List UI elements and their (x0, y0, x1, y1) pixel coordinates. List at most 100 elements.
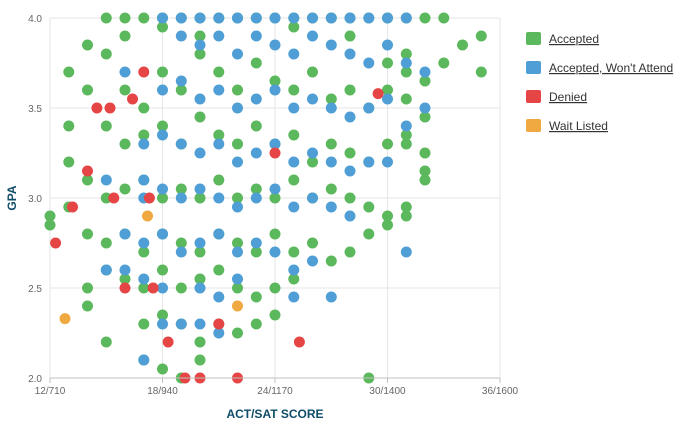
point-series-1-44 (157, 129, 168, 141)
point-series-0-107 (82, 282, 93, 294)
point-series-1-84 (194, 282, 206, 294)
point-series-0-71 (119, 183, 131, 195)
point-series-0-55 (213, 129, 225, 141)
point-series-0-65 (400, 129, 412, 141)
point-series-1-13 (400, 12, 412, 24)
point-series-1-54 (344, 165, 356, 177)
point-series-1-88 (325, 291, 337, 303)
point-series-0-42 (307, 66, 318, 78)
point-series-0-130 (157, 363, 168, 375)
point-series-0-26 (457, 39, 468, 51)
point-series-1-87 (288, 291, 300, 303)
point-series-0-78 (250, 183, 262, 195)
point-series-1-27 (419, 66, 431, 78)
point-series-0-46 (382, 84, 393, 96)
point-series-1-83 (157, 282, 168, 294)
point-series-0-139 (400, 138, 412, 150)
point-series-0-21 (157, 21, 168, 33)
point-series-0-99 (250, 246, 262, 258)
point-series-1-1 (175, 12, 187, 24)
point-series-1-55 (363, 156, 375, 168)
point-series-2-3 (91, 102, 103, 114)
point-series-1-53 (325, 156, 337, 168)
point-series-0-86 (400, 201, 412, 213)
point-series-1-92 (213, 327, 225, 339)
point-series-0-75 (194, 192, 206, 204)
point-series-1-81 (119, 264, 131, 276)
x-tick-label-1: 18/940 (147, 386, 178, 397)
point-series-1-86 (232, 273, 243, 285)
point-series-0-105 (363, 228, 375, 240)
point-series-1-91 (194, 318, 206, 330)
point-series-0-82 (325, 183, 337, 195)
point-series-1-62 (232, 201, 243, 213)
point-series-0-36 (194, 48, 206, 60)
point-series-0-102 (307, 237, 318, 249)
point-series-0-116 (250, 291, 262, 303)
point-series-0-62 (344, 147, 356, 159)
point-series-1-56 (382, 156, 393, 168)
legend-label-3[interactable]: Wait Listed (549, 119, 608, 133)
point-series-0-35 (175, 84, 187, 96)
point-series-0-69 (82, 174, 93, 186)
point-series-1-74 (213, 228, 225, 240)
point-series-0-1 (119, 12, 131, 24)
x-axis-ticks: 12/710 18/940 24/1170 30/1400 36/1600 (35, 378, 519, 397)
point-series-2-5 (119, 282, 131, 294)
axes: 12/710 18/940 24/1170 30/1400 36/1600 2.0 2.5… (28, 14, 518, 397)
point-series-1-10 (344, 12, 356, 24)
point-series-1-34 (269, 84, 281, 96)
legend-label-1[interactable]: Accepted, Won't Attend (549, 61, 673, 75)
point-series-0-136 (82, 84, 93, 96)
point-series-1-60 (194, 183, 206, 195)
point-series-0-52 (157, 120, 168, 132)
point-series-1-77 (269, 246, 281, 258)
point-series-0-134 (63, 120, 75, 132)
point-series-2-6 (127, 93, 138, 105)
legend-swatch-1 (526, 61, 541, 74)
point-series-1-65 (288, 201, 300, 213)
point-series-1-22 (325, 39, 337, 51)
point-series-0-54 (194, 111, 206, 123)
legend-label-0[interactable]: Accepted (549, 32, 599, 46)
x-axis-title: ACT/SAT SCORE (226, 407, 323, 421)
point-series-2-9 (147, 282, 159, 294)
point-series-1-11 (363, 12, 375, 24)
y-tick-label-0: 2.0 (28, 374, 42, 385)
point-series-0-68 (63, 156, 75, 168)
point-series-1-67 (325, 201, 337, 213)
point-series-1-28 (157, 84, 168, 96)
point-series-0-56 (232, 138, 243, 150)
point-series-0-60 (307, 156, 318, 168)
point-series-1-37 (325, 102, 337, 114)
point-series-0-84 (363, 201, 375, 213)
point-series-0-126 (232, 327, 243, 339)
point-series-1-35 (288, 102, 300, 114)
point-series-1-49 (250, 147, 262, 159)
point-series-1-17 (232, 48, 243, 60)
point-series-0-110 (138, 282, 150, 294)
point-series-0-61 (325, 138, 337, 150)
point-series-0-25 (400, 48, 412, 60)
point-series-0-41 (288, 84, 300, 96)
point-series-1-52 (307, 147, 318, 159)
point-series-1-32 (232, 102, 243, 114)
point-series-0-39 (250, 57, 262, 69)
point-series-0-40 (269, 75, 281, 87)
point-series-0-23 (288, 21, 300, 33)
point-series-0-27 (475, 30, 487, 42)
point-series-1-94 (400, 246, 412, 258)
point-series-0-138 (382, 57, 393, 69)
point-series-0-29 (438, 57, 450, 69)
y-axis-title: GPA (5, 185, 19, 210)
point-series-2-8 (143, 192, 155, 204)
point-series-0-121 (138, 318, 150, 330)
legend-swatch-3 (526, 119, 541, 132)
point-series-0-28 (475, 66, 487, 78)
point-series-0-32 (119, 84, 131, 96)
legend-label-2[interactable]: Denied (549, 90, 587, 104)
point-series-1-93 (138, 354, 150, 366)
point-series-1-18 (250, 30, 262, 42)
